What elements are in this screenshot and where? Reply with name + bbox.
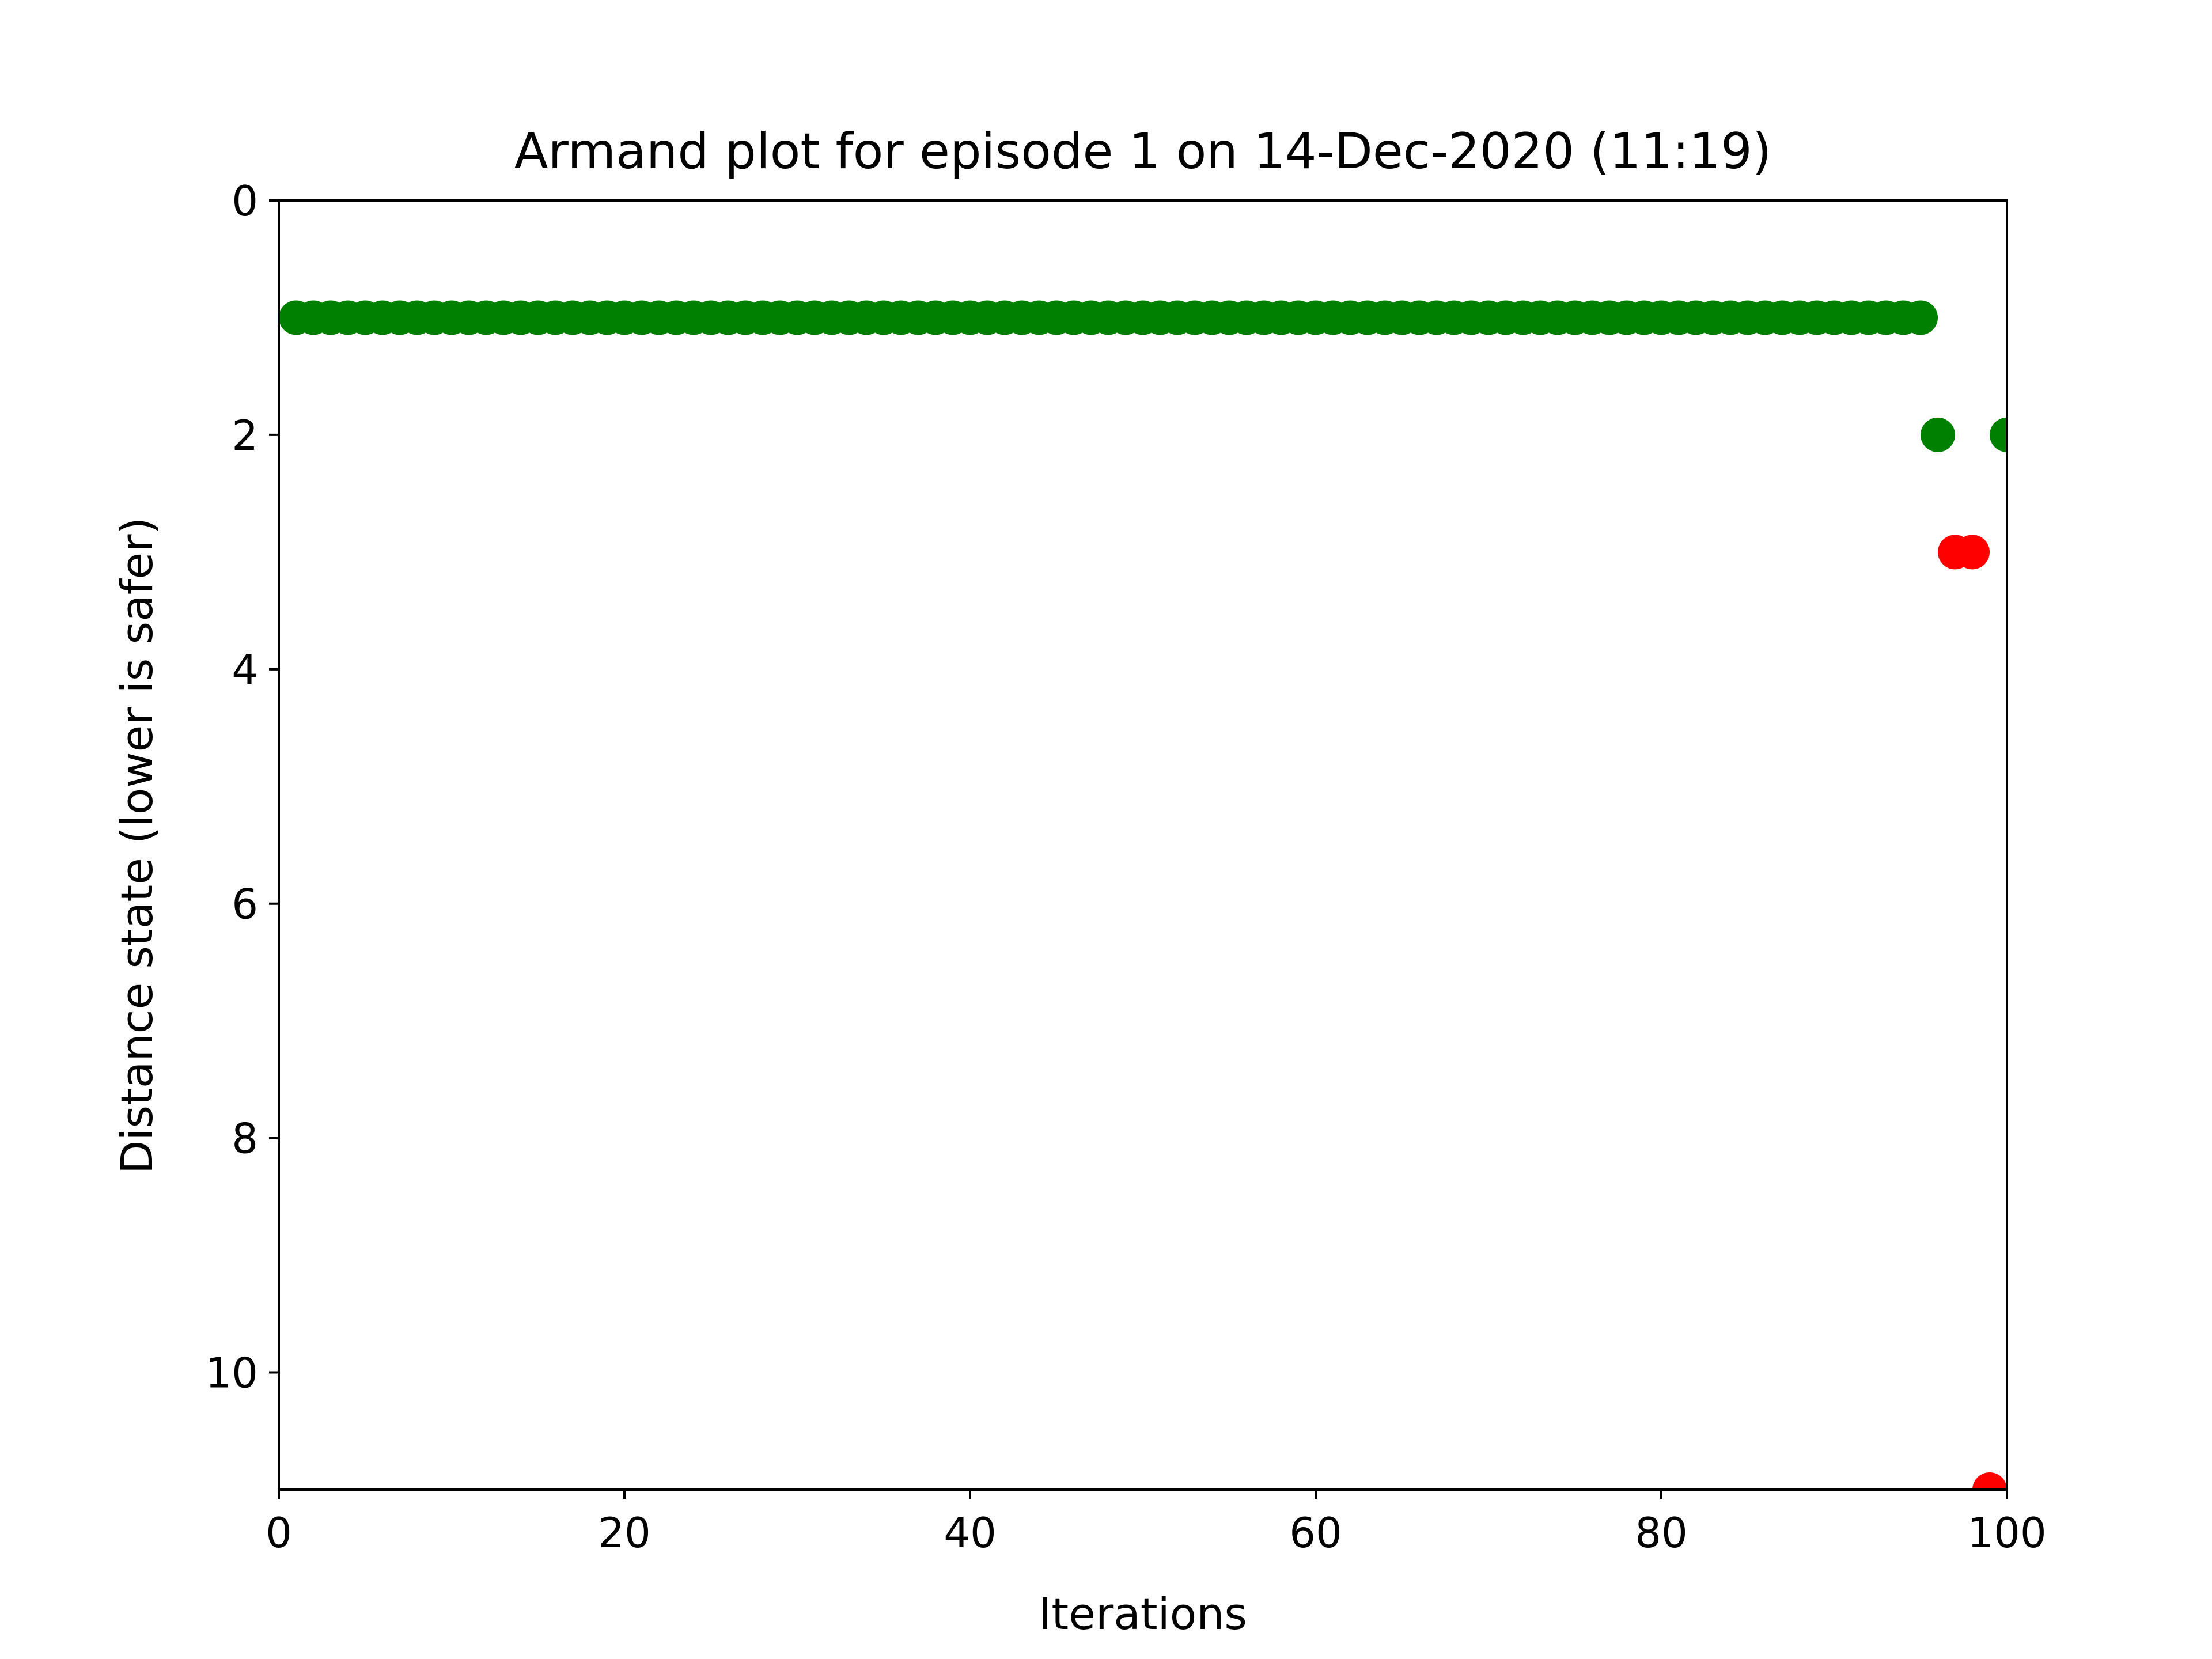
data-point <box>1903 300 1938 335</box>
x-axis-label: Iterations <box>1039 1588 1247 1639</box>
x-tick-label: 60 <box>1289 1509 1342 1557</box>
chart-title: Armand plot for episode 1 on 14-Dec-2020… <box>514 123 1772 180</box>
x-tick-label: 80 <box>1635 1509 1688 1557</box>
data-point <box>1955 535 1990 570</box>
x-tick-label: 100 <box>1967 1509 2046 1557</box>
y-tick-label: 6 <box>232 880 258 929</box>
data-point <box>1921 417 1955 452</box>
plot-area <box>278 199 2008 1491</box>
x-axis: 0 20 40 60 80 100 <box>266 1490 2047 1557</box>
axes-frame <box>278 199 2008 1491</box>
y-tick-label: 0 <box>232 177 258 225</box>
y-tick-label: 4 <box>232 646 258 694</box>
y-tick-label: 2 <box>232 411 258 460</box>
x-tick-label: 40 <box>944 1509 997 1557</box>
y-tick-label: 10 <box>205 1349 258 1397</box>
x-tick-label: 0 <box>266 1509 292 1557</box>
x-tick-label: 20 <box>598 1509 651 1557</box>
data-points <box>279 300 2007 1490</box>
y-axis-label: Distance state (lower is safer) <box>111 517 162 1174</box>
data-point <box>1972 1472 2007 1490</box>
y-tick-label: 8 <box>232 1115 258 1163</box>
y-axis: 0 2 4 6 8 10 <box>205 177 279 1397</box>
data-point <box>1990 417 2007 452</box>
